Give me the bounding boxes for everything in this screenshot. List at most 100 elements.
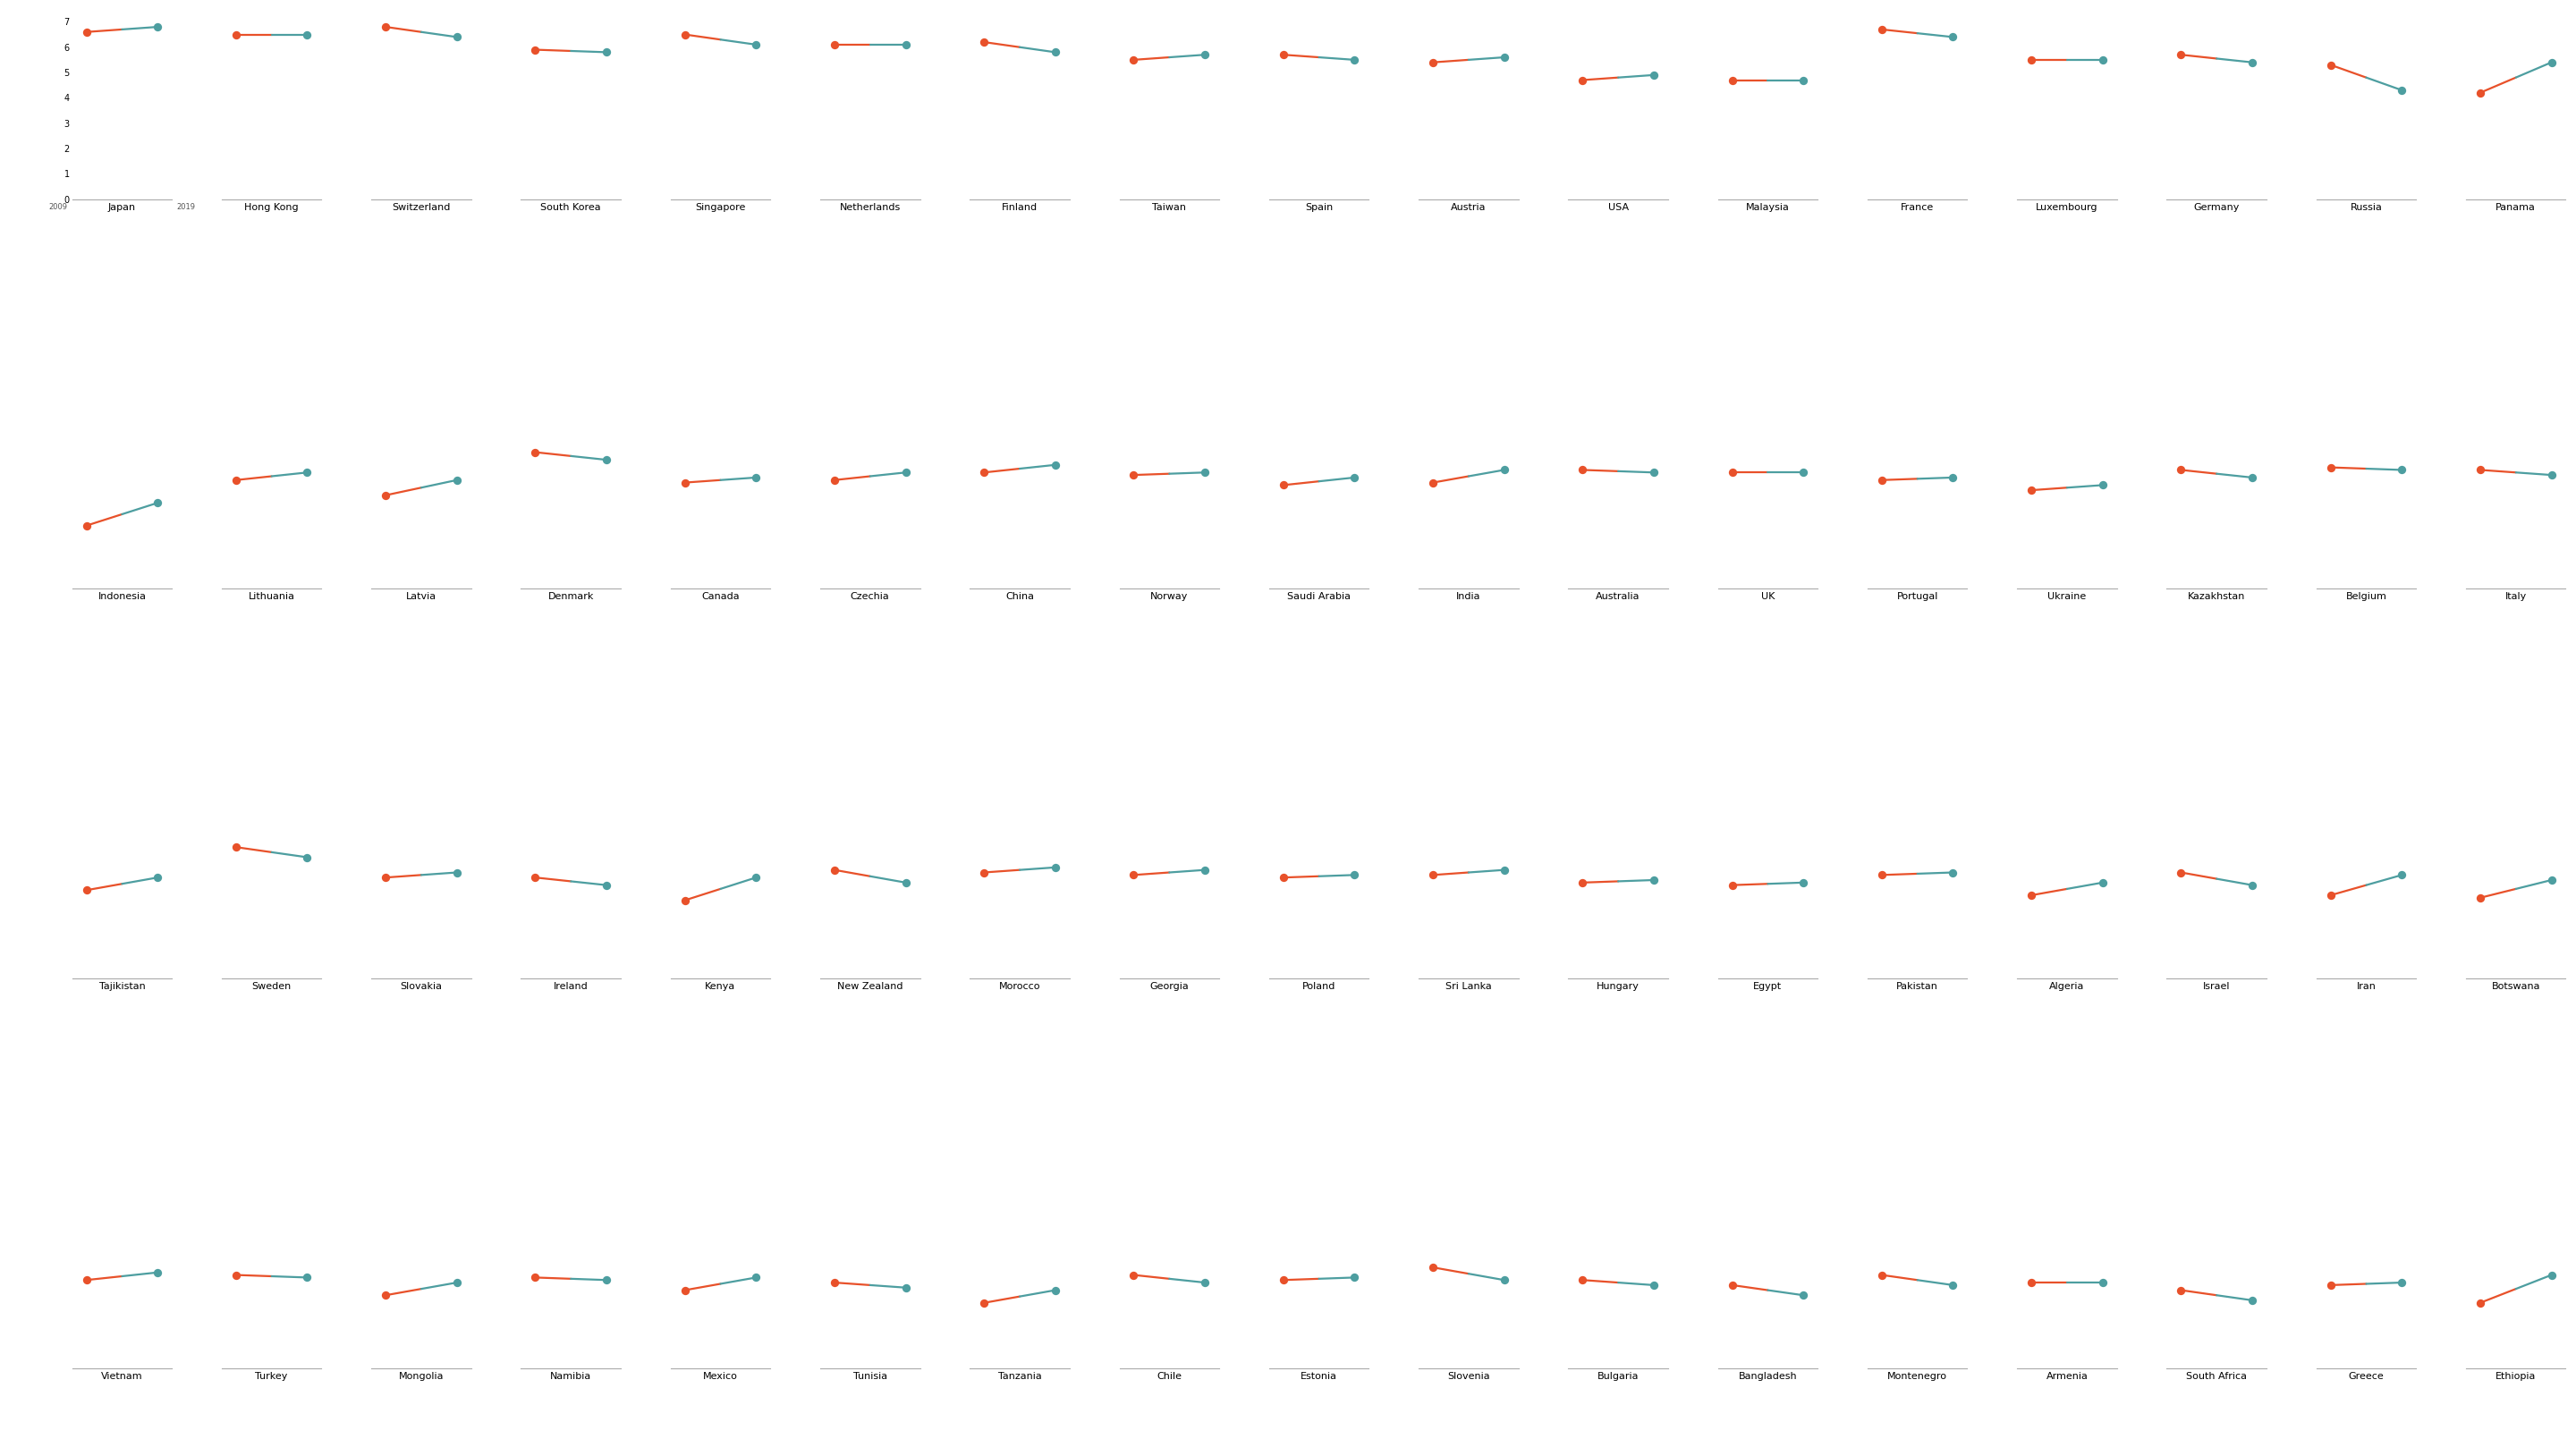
Point xyxy=(1113,48,1154,71)
Point xyxy=(1484,45,1525,68)
Point xyxy=(963,860,1005,884)
Point xyxy=(585,448,626,472)
Point xyxy=(216,23,258,47)
Point xyxy=(2081,1271,2123,1294)
Point xyxy=(886,460,927,483)
Text: UK: UK xyxy=(1762,593,1775,601)
Point xyxy=(2081,871,2123,894)
Text: Malaysia: Malaysia xyxy=(1747,202,1790,211)
Text: Georgia: Georgia xyxy=(1149,983,1190,992)
Point xyxy=(1185,1271,1226,1294)
Text: Poland: Poland xyxy=(1303,983,1334,992)
Point xyxy=(216,469,258,492)
Point xyxy=(1860,17,1901,41)
Point xyxy=(665,888,706,911)
Text: Sweden: Sweden xyxy=(252,983,291,992)
Point xyxy=(1633,868,1674,891)
Text: Slovakia: Slovakia xyxy=(399,983,443,992)
Point xyxy=(886,33,927,57)
Point xyxy=(2460,459,2501,482)
Point xyxy=(137,1261,178,1284)
Text: New Zealand: New Zealand xyxy=(837,983,904,992)
Point xyxy=(737,1265,778,1289)
Point xyxy=(1036,856,1077,879)
Point xyxy=(435,469,477,492)
Text: Kenya: Kenya xyxy=(706,983,737,992)
Point xyxy=(1932,1274,1973,1297)
Point xyxy=(1185,858,1226,881)
Point xyxy=(585,41,626,64)
Point xyxy=(1334,1265,1376,1289)
Text: Egypt: Egypt xyxy=(1754,983,1783,992)
Point xyxy=(515,38,556,61)
Point xyxy=(137,15,178,38)
Point xyxy=(1860,1264,1901,1287)
Point xyxy=(366,483,407,507)
Point xyxy=(1860,863,1901,887)
Point xyxy=(2530,1264,2571,1287)
Text: Czechia: Czechia xyxy=(850,593,889,601)
Point xyxy=(963,460,1005,483)
Text: Finland: Finland xyxy=(1002,202,1038,211)
Point xyxy=(886,871,927,894)
Point xyxy=(2081,48,2123,71)
Point xyxy=(814,469,855,492)
Point xyxy=(1484,459,1525,482)
Point xyxy=(1561,871,1602,894)
Point xyxy=(1633,64,1674,87)
Text: Panama: Panama xyxy=(2496,202,2535,211)
Text: Netherlands: Netherlands xyxy=(840,202,902,211)
Text: Taiwan: Taiwan xyxy=(1151,202,1188,211)
Text: Namibia: Namibia xyxy=(551,1372,592,1382)
Point xyxy=(2311,456,2352,479)
Point xyxy=(2231,51,2272,74)
Point xyxy=(515,441,556,464)
Point xyxy=(1412,470,1453,494)
Point xyxy=(515,1265,556,1289)
Point xyxy=(963,1291,1005,1315)
Point xyxy=(286,460,327,483)
Point xyxy=(137,491,178,514)
Point xyxy=(1932,25,1973,48)
Point xyxy=(1036,41,1077,64)
Point xyxy=(2161,459,2202,482)
Point xyxy=(67,878,108,901)
Point xyxy=(2161,44,2202,67)
Text: India: India xyxy=(1455,593,1481,601)
Point xyxy=(1262,44,1303,67)
Point xyxy=(2380,863,2421,887)
Point xyxy=(2081,473,2123,496)
Point xyxy=(515,866,556,890)
Point xyxy=(2012,479,2053,502)
Point xyxy=(2530,868,2571,891)
Point xyxy=(366,1284,407,1307)
Point xyxy=(963,31,1005,54)
Text: South Korea: South Korea xyxy=(541,202,600,211)
Text: 2019: 2019 xyxy=(178,202,196,211)
Text: Indonesia: Indonesia xyxy=(98,593,147,601)
Point xyxy=(286,846,327,869)
Text: Lithuania: Lithuania xyxy=(247,593,294,601)
Text: Kazakhstan: Kazakhstan xyxy=(2187,593,2246,601)
Text: USA: USA xyxy=(1607,202,1628,211)
Point xyxy=(1185,460,1226,483)
Point xyxy=(665,470,706,494)
Text: Latvia: Latvia xyxy=(407,593,435,601)
Text: Norway: Norway xyxy=(1151,593,1188,601)
Point xyxy=(286,23,327,47)
Point xyxy=(1484,858,1525,881)
Point xyxy=(1262,473,1303,496)
Point xyxy=(737,33,778,57)
Point xyxy=(665,23,706,47)
Point xyxy=(2231,874,2272,897)
Point xyxy=(2380,459,2421,482)
Text: Italy: Italy xyxy=(2504,593,2527,601)
Point xyxy=(1113,863,1154,887)
Point xyxy=(366,15,407,38)
Point xyxy=(2380,79,2421,102)
Text: Belgium: Belgium xyxy=(2347,593,2388,601)
Text: Spain: Spain xyxy=(1306,202,1332,211)
Text: Portugal: Portugal xyxy=(1896,593,1937,601)
Point xyxy=(2311,884,2352,907)
Point xyxy=(1783,1284,1824,1307)
